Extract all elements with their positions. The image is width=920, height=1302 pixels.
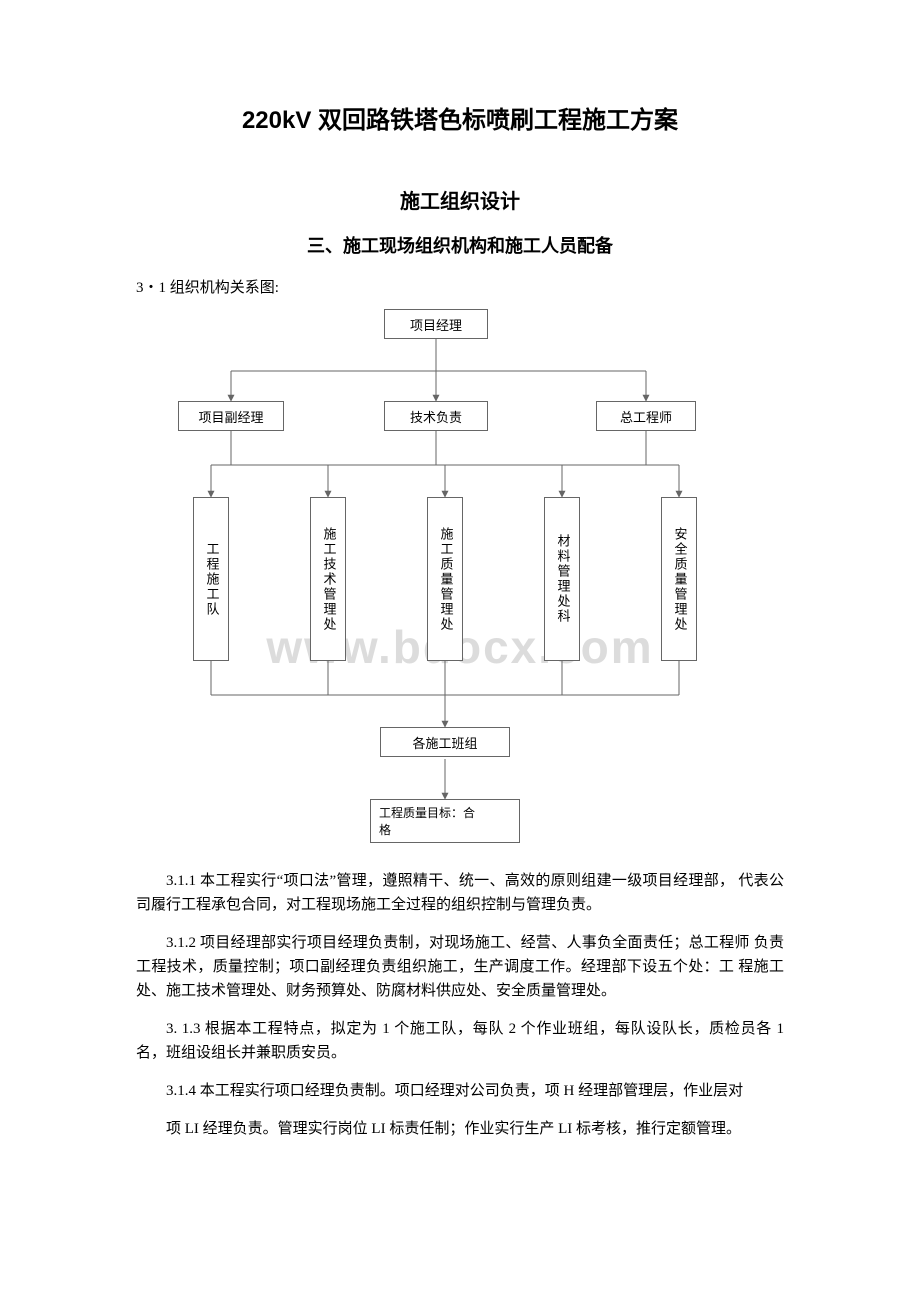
paragraph-3-1-4b: 项 LI 经理负责。管理实行岗位 LI 标责任制；作业实行生产 LI 标考核，推…	[136, 1117, 784, 1141]
section-heading: 三、施工现场组织机构和施工人员配备	[80, 232, 840, 258]
org-node-dept-safety-quality: 安全质量管理处	[661, 497, 697, 661]
org-node-dept-quality-management: 施工质量管理处	[427, 497, 463, 661]
org-node-quality-goal: 工程质量目标：合 格	[370, 799, 520, 843]
org-node-dept-material-management: 材料管理处科	[544, 497, 580, 661]
org-node-project-manager: 项目经理	[384, 309, 488, 339]
org-node-dept-construction-team: 工程施工队	[193, 497, 229, 661]
paragraph-3-1-4a: 3.1.4 本工程实行项口经理负责制。项口经理对公司负责，项 H 经理部管理层，…	[136, 1079, 784, 1103]
quality-goal-line2: 格	[379, 821, 391, 838]
org-node-construction-teams: 各施工班组	[380, 727, 510, 757]
document-title: 220kV 双回路铁塔色标喷刷工程施工方案	[80, 100, 840, 135]
org-node-tech-lead: 技术负责	[384, 401, 488, 431]
org-node-dept-tech-management: 施工技术管理处	[310, 497, 346, 661]
paragraph-3-1-2: 3.1.2 项目经理部实行项目经理负责制，对现场施工、经营、人事负全面责任；总工…	[136, 931, 784, 1003]
org-chart: 项目经理 项目副经理 技术负责 总工程师 工程施工队 施工技术管理处 施工质量管…	[136, 305, 784, 851]
quality-goal-line1: 工程质量目标：合	[379, 804, 475, 821]
org-node-deputy-manager: 项目副经理	[178, 401, 284, 431]
paragraph-3-1-3: 3. 1.3 根据本工程特点，拟定为 1 个施工队，每队 2 个作业班组，每队设…	[136, 1017, 784, 1065]
document-subtitle: 施工组织设计	[80, 185, 840, 214]
org-chart-label: 3・1 组织机构关系图:	[136, 276, 840, 297]
paragraph-3-1-1: 3.1.1 本工程实行“项口法”管理，遵照精干、统一、高效的原则组建一级项目经理…	[136, 869, 784, 917]
org-node-chief-engineer: 总工程师	[596, 401, 696, 431]
